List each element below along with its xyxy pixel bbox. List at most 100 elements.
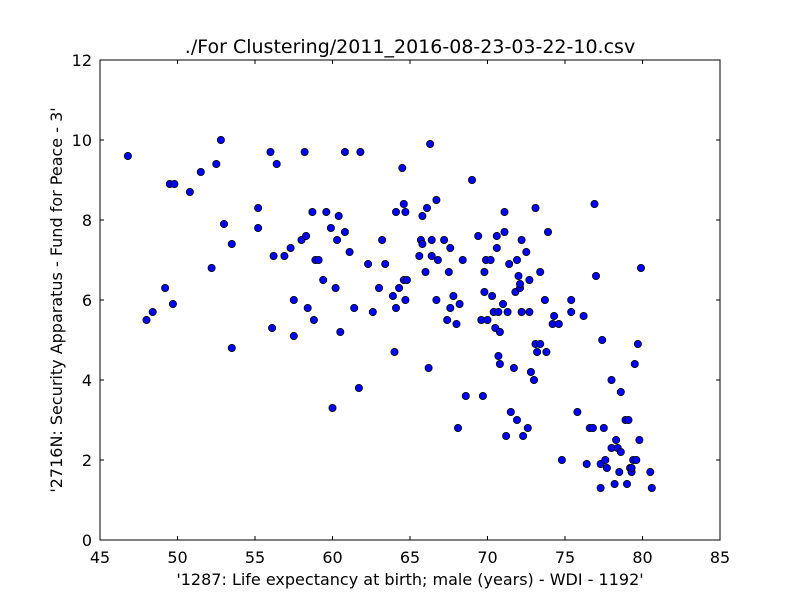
scatter-point: [630, 359, 639, 368]
scatter-point: [516, 279, 525, 288]
scatter-point: [254, 223, 263, 232]
scatter-point: [289, 295, 298, 304]
scatter-point: [610, 479, 619, 488]
scatter-point: [588, 423, 597, 432]
scatter-point: [170, 179, 179, 188]
scatter-point: [340, 227, 349, 236]
scatter-point: [602, 463, 611, 472]
scatter-point: [635, 435, 644, 444]
x-tick-label: 85: [710, 548, 730, 567]
scatter-point: [272, 159, 281, 168]
scatter-point: [599, 423, 608, 432]
scatter-point: [502, 431, 511, 440]
scatter-point: [336, 327, 345, 336]
scatter-point: [168, 299, 177, 308]
y-tick-label: 2: [82, 451, 92, 470]
scatter-point: [598, 335, 607, 344]
scatter-point: [509, 363, 518, 372]
scatter-point: [646, 467, 655, 476]
scatter-point: [427, 235, 436, 244]
scatter-point: [540, 295, 549, 304]
scatter-point: [505, 259, 514, 268]
scatter-point: [523, 423, 532, 432]
scatter-point: [421, 267, 430, 276]
scatter-point: [500, 227, 509, 236]
scatter-point: [517, 235, 526, 244]
scatter-point: [637, 263, 646, 272]
scatter-point: [573, 407, 582, 416]
y-tick-label: 8: [82, 211, 92, 230]
scatter-point: [525, 275, 534, 284]
scatter-point: [212, 159, 221, 168]
y-tick-label: 4: [82, 371, 92, 390]
scatter-point: [333, 235, 342, 244]
scatter-point: [266, 147, 275, 156]
points-layer: [123, 135, 656, 492]
scatter-point: [364, 259, 373, 268]
scatter-point: [492, 243, 501, 252]
scatter-point: [522, 247, 531, 256]
scatter-point: [542, 347, 551, 356]
scatter-point: [185, 187, 194, 196]
scatter-point: [444, 267, 453, 276]
y-axis-title: '2716N: Security Apparatus - Fund for Pe…: [47, 107, 66, 492]
scatter-point: [506, 407, 515, 416]
scatter-point: [402, 275, 411, 284]
x-tick-label: 60: [322, 548, 342, 567]
scatter-point: [536, 339, 545, 348]
scatter-point: [427, 251, 436, 260]
scatter-point: [536, 267, 545, 276]
scatter-point: [418, 211, 427, 220]
scatter-point: [567, 295, 576, 304]
scatter-point: [601, 455, 610, 464]
x-tick-label: 55: [245, 548, 265, 567]
scatter-point: [452, 319, 461, 328]
scatter-point: [356, 147, 365, 156]
scatter-point: [633, 339, 642, 348]
scatter-point: [319, 275, 328, 284]
scatter-point: [492, 231, 501, 240]
scatter-point: [458, 255, 467, 264]
scatter-point: [596, 483, 605, 492]
scatter-point: [616, 387, 625, 396]
scatter-point: [268, 323, 277, 332]
scatter-point: [513, 255, 522, 264]
scatter-point: [531, 203, 540, 212]
scatter-point: [474, 231, 483, 240]
scatter-point: [498, 299, 507, 308]
y-tick-label: 12: [72, 51, 92, 70]
scatter-point: [455, 299, 464, 308]
scatter-point: [433, 255, 442, 264]
scatter-point: [495, 327, 504, 336]
scatter-point: [533, 347, 542, 356]
scatter-point: [632, 455, 641, 464]
scatter-point: [495, 359, 504, 368]
scatter-point: [314, 255, 323, 264]
scatter-point: [480, 267, 489, 276]
scatter-point: [544, 227, 553, 236]
scatter-point: [401, 295, 410, 304]
scatter-point: [390, 347, 399, 356]
scatter-point: [391, 303, 400, 312]
scatter-point: [216, 135, 225, 144]
chart-title: ./For Clustering/2011_2016-08-23-03-22-1…: [185, 36, 635, 58]
scatter-point: [422, 203, 431, 212]
x-tick-label: 80: [632, 548, 652, 567]
scatter-point: [526, 367, 535, 376]
scatter-point: [354, 383, 363, 392]
scatter-point: [399, 199, 408, 208]
scatter-point: [308, 207, 317, 216]
scatter-point: [286, 243, 295, 252]
scatter-point: [494, 351, 503, 360]
scatter-point: [432, 295, 441, 304]
scatter-point: [340, 147, 349, 156]
scatter-point: [488, 291, 497, 300]
scatter-point: [398, 163, 407, 172]
scatter-point: [395, 283, 404, 292]
scatter-point: [309, 315, 318, 324]
scatter-point: [627, 463, 636, 472]
x-axis-title: '1287: Life expectancy at birth; male (y…: [176, 570, 643, 589]
x-axis: 45 50 55 60 65 70 75 80 85: [90, 60, 730, 567]
